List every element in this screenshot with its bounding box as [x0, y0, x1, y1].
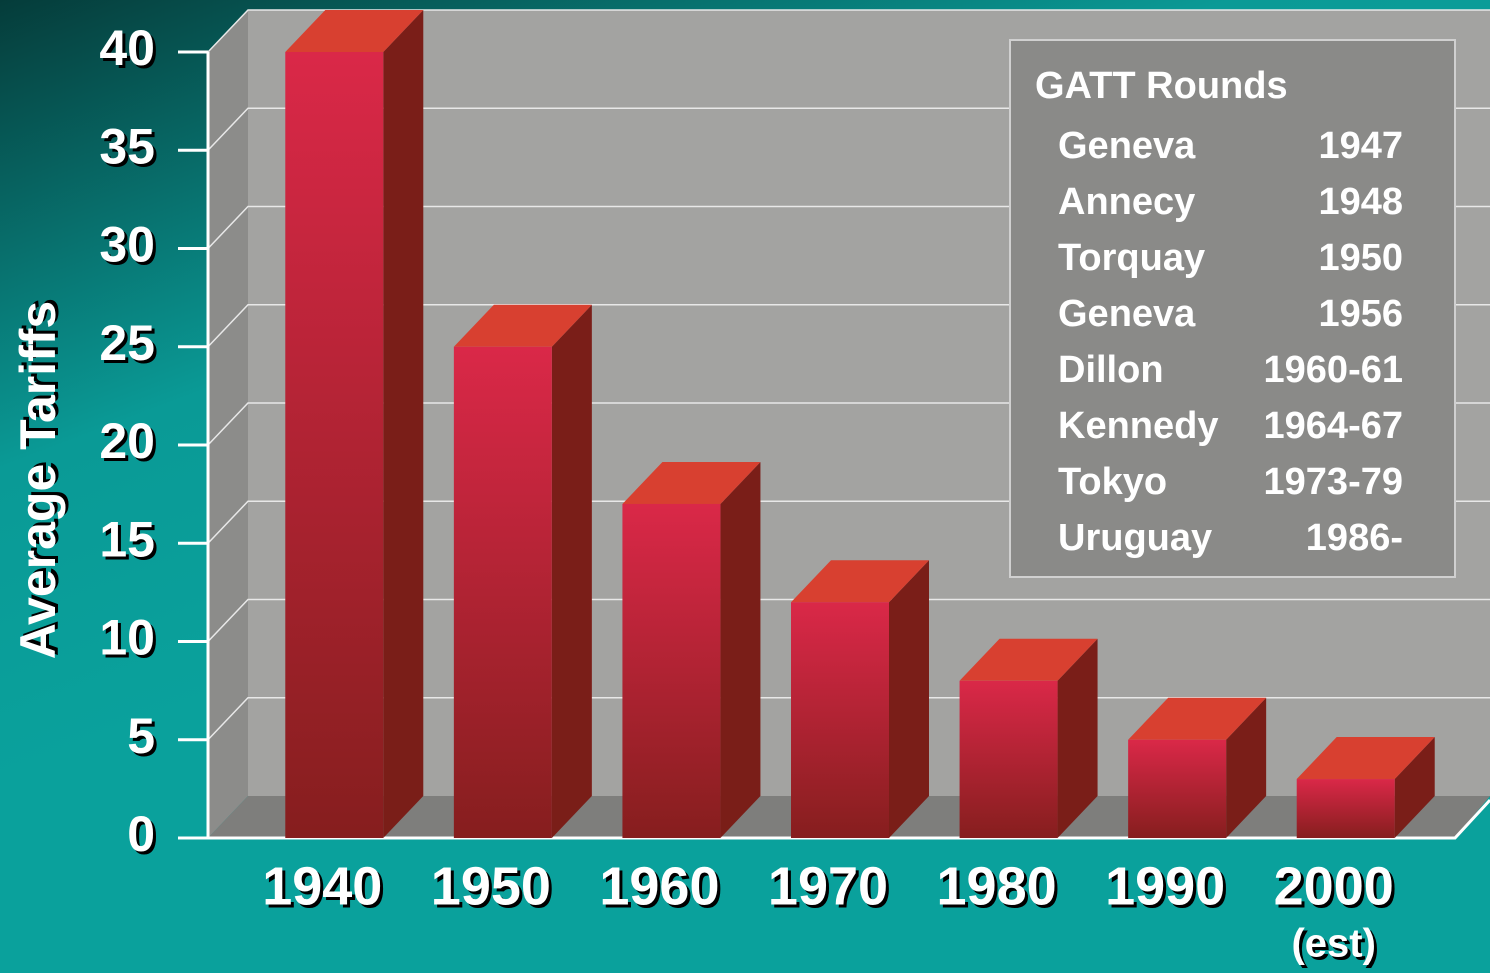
bar-side	[551, 304, 592, 838]
bar-side	[720, 461, 761, 838]
legend-round: Dillon	[1058, 349, 1164, 391]
x-tick-label: 1960	[599, 856, 719, 916]
bar	[622, 503, 721, 838]
y-tick-label: 10	[99, 610, 155, 666]
x-tick-label: 1980	[937, 856, 1057, 916]
bar-side	[1057, 638, 1098, 838]
bar	[453, 346, 552, 838]
bar	[1296, 779, 1395, 838]
y-tick-label: 25	[99, 315, 155, 371]
legend-years: 1986-	[1306, 517, 1403, 559]
y-axis-label: Average Tariffs	[10, 301, 66, 659]
legend-round: Torquay	[1058, 237, 1205, 279]
legend-round: Uruguay	[1058, 517, 1212, 559]
legend-title: GATT Rounds	[1035, 65, 1288, 107]
legend-round: Annecy	[1058, 181, 1195, 223]
legend-round: Tokyo	[1058, 461, 1167, 503]
y-tick-label: 5	[127, 708, 155, 764]
legend-years: 1960-61	[1264, 349, 1403, 391]
y-tick-label: 20	[99, 413, 155, 469]
bar-top	[285, 10, 424, 52]
bar-top	[959, 638, 1098, 681]
grid-line	[207, 598, 1490, 643]
legend-years: 1950	[1318, 237, 1403, 279]
x-tick-label: 1970	[768, 856, 888, 916]
bar	[791, 602, 889, 838]
x-annotation: (est)	[1291, 922, 1375, 966]
y-tick-label: 0	[127, 806, 155, 862]
y-tick-label: 35	[99, 118, 155, 174]
x-tick-label: 1940	[262, 856, 382, 916]
grid-line	[207, 9, 1490, 53]
y-tick-label: 40	[99, 20, 155, 76]
bar-side	[889, 560, 929, 838]
legend-round: Geneva	[1058, 293, 1196, 335]
bar-top	[622, 461, 761, 504]
bar-top	[453, 304, 592, 347]
bar-side	[1226, 697, 1267, 838]
bar	[1128, 739, 1227, 838]
bar-side	[1394, 737, 1435, 838]
x-tick-label: 1990	[1105, 856, 1225, 916]
bar	[959, 680, 1058, 838]
legend-years: 1948	[1318, 181, 1403, 223]
x-tick-label: 2000	[1274, 856, 1394, 916]
y-tick-label: 30	[99, 217, 155, 273]
bar-top	[791, 560, 929, 603]
legend-years: 1956	[1318, 293, 1403, 335]
bar-top	[1128, 697, 1267, 740]
y-tick-label: 15	[99, 511, 155, 567]
legend-round: Geneva	[1058, 125, 1196, 167]
bar-top	[1296, 737, 1435, 780]
legend-years: 1973-79	[1264, 461, 1403, 503]
legend-years: 1947	[1318, 125, 1403, 167]
bar	[285, 52, 384, 838]
x-tick-label: 1950	[431, 856, 551, 916]
bar-side	[383, 10, 424, 838]
legend-years: 1964-67	[1264, 405, 1403, 447]
axis-line	[178, 798, 1490, 840]
legend-round: Kennedy	[1058, 405, 1218, 447]
legend-box	[1009, 39, 1456, 578]
